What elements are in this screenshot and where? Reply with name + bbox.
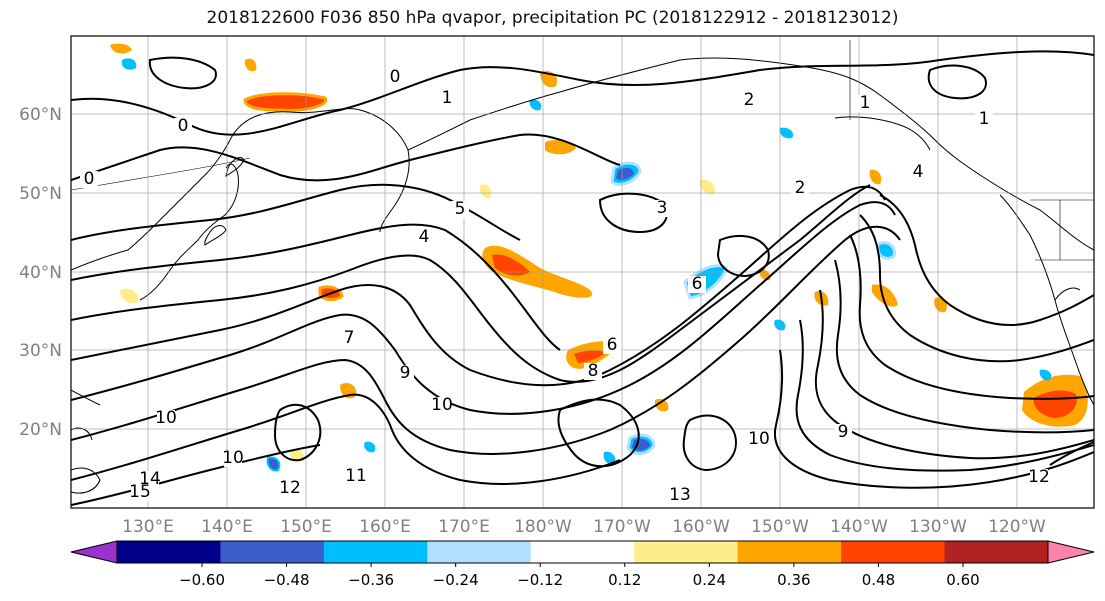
colorbar-tick-label: 0.12 — [608, 571, 641, 589]
contour-label: 1 — [442, 88, 453, 108]
graticule — [71, 36, 1094, 508]
colorbar-swatch — [117, 541, 221, 563]
longitude-tick-label: 150°E — [280, 517, 332, 537]
contour-label: 15 — [129, 482, 151, 502]
latitude-tick-label: 30°N — [19, 341, 62, 361]
colorbar-tick-label: −0.12 — [517, 571, 563, 589]
colorbar-swatch — [944, 541, 1049, 563]
contour-label: 10 — [431, 395, 453, 415]
contour-label: 7 — [344, 328, 355, 348]
colorbar-tick-label: 0.48 — [862, 571, 895, 589]
contour-label: 5 — [455, 199, 466, 219]
contour-label: 0 — [178, 116, 189, 136]
longitude-tick-label: 180°W — [514, 517, 572, 537]
longitude-tick-label: 160°E — [359, 517, 411, 537]
colorbar-tick-label: −0.36 — [348, 571, 394, 589]
contour-label: 10 — [222, 448, 244, 468]
contour-label: 13 — [669, 485, 691, 505]
contour-label: 10 — [748, 429, 770, 449]
coastlines — [71, 57, 1094, 494]
contour-label: 2 — [744, 90, 755, 110]
longitude-tick-label: 170°E — [438, 517, 490, 537]
contour-label: 12 — [1028, 467, 1050, 487]
colorbar-swatch — [737, 541, 842, 563]
latitude-labels: 60°N 50°N 40°N 30°N 20°N — [19, 105, 62, 440]
contour-label: 1 — [979, 109, 990, 129]
colorbar-tick-label: −0.48 — [264, 571, 310, 589]
longitude-tick-label: 140°W — [830, 517, 888, 537]
longitude-tick-label: 170°W — [593, 517, 651, 537]
map-frame — [70, 35, 1095, 509]
contour-label: 4 — [913, 162, 924, 182]
colorbar-tick-label: 0.60 — [946, 571, 979, 589]
longitude-tick-label: 130°E — [122, 517, 174, 537]
contour-label: 11 — [345, 466, 367, 486]
colorbar-swatch — [841, 541, 946, 563]
colorbar-tick-label: 0.36 — [777, 571, 810, 589]
colorbar-extend-min — [70, 540, 118, 564]
contour-label: 8 — [588, 361, 599, 381]
latitude-tick-label: 20°N — [19, 420, 62, 440]
contour-label: 12 — [279, 478, 301, 498]
contour-label: 2 — [795, 178, 806, 198]
colorbar-swatch — [323, 541, 428, 563]
latitude-tick-label: 50°N — [19, 184, 62, 204]
contour-label: 10 — [155, 408, 177, 428]
latitude-tick-label: 60°N — [19, 105, 62, 125]
contour-label: 9 — [400, 363, 411, 383]
colorbar-tick-label: −0.60 — [179, 571, 225, 589]
longitude-tick-label: 120°W — [988, 517, 1046, 537]
contour-label: 1 — [860, 93, 871, 113]
contour-label: 4 — [419, 227, 430, 247]
contour-label: 6 — [607, 335, 618, 355]
colorbar-extend-max — [1047, 540, 1095, 564]
longitude-tick-label: 130°W — [909, 517, 967, 537]
colorbar-swatch — [427, 541, 532, 563]
map-title: 2018122600 F036 850 hPa qvapor, precipit… — [206, 8, 899, 28]
contour-label: 9 — [838, 422, 849, 442]
longitude-labels: 130°E 140°E 150°E 160°E 170°E 180°W 170°W 160°W… — [122, 517, 1046, 537]
colorbar: −0.60 −0.48 −0.36 −0.24 −0.12 0.12 0.24 0.36 0.4… — [70, 540, 1095, 589]
longitude-tick-label: 160°W — [672, 517, 730, 537]
colorbar-tick-label: −0.24 — [433, 571, 479, 589]
contour-label: 0 — [84, 169, 95, 189]
colorbar-tick-label: 0.24 — [693, 571, 726, 589]
latitude-tick-label: 40°N — [19, 263, 62, 283]
colorbar-swatch — [634, 541, 739, 563]
colorbar-swatch — [220, 541, 325, 563]
longitude-tick-label: 140°E — [201, 517, 253, 537]
colorbar-swatch — [530, 541, 635, 563]
contour-label: 6 — [692, 274, 703, 294]
contour-label: 3 — [657, 198, 668, 218]
qvapor-contours — [71, 50, 1094, 506]
contour-label: 0 — [390, 67, 401, 87]
longitude-tick-label: 150°W — [751, 517, 809, 537]
